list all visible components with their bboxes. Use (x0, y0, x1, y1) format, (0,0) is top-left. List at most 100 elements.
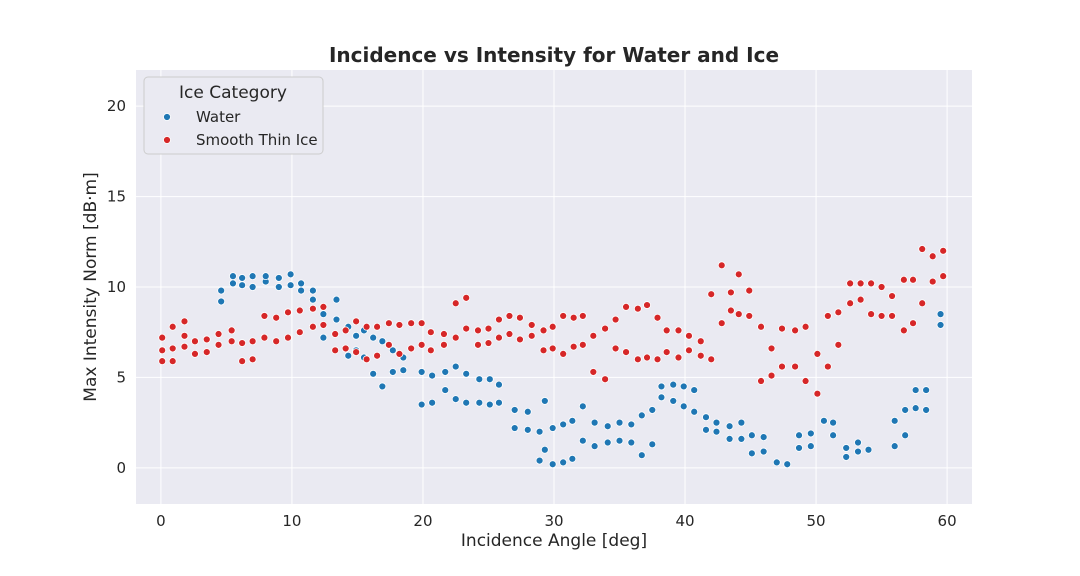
point-water (702, 425, 710, 434)
point-smooth-thin-ice (867, 279, 876, 288)
point-water (441, 386, 450, 394)
point-smooth-thin-ice (662, 348, 671, 357)
point-smooth-thin-ice (559, 312, 568, 320)
point-smooth-thin-ice (395, 321, 404, 329)
point-smooth-thin-ice (308, 322, 317, 331)
point-smooth-thin-ice (899, 275, 908, 284)
point-smooth-thin-ice (373, 322, 382, 331)
point-water (690, 407, 699, 416)
point-smooth-thin-ice (426, 346, 435, 355)
point-water (657, 382, 666, 391)
point-smooth-thin-ice (939, 272, 948, 281)
point-water (568, 416, 577, 425)
point-smooth-thin-ice (158, 333, 167, 342)
point-smooth-thin-ice (856, 279, 865, 288)
point-smooth-thin-ice (928, 252, 937, 261)
point-water (308, 295, 317, 304)
y-tick-label: 0 (116, 459, 126, 477)
point-water (248, 272, 257, 281)
legend-box (143, 76, 324, 155)
point-smooth-thin-ice (611, 344, 620, 353)
point-smooth-thin-ice (611, 315, 620, 324)
point-smooth-thin-ice (717, 319, 726, 328)
point-smooth-thin-ice (899, 326, 908, 335)
point-smooth-thin-ice (674, 353, 683, 362)
point-water (369, 369, 378, 378)
point-smooth-thin-ice (601, 375, 610, 384)
point-smooth-thin-ice (578, 340, 587, 349)
legend-title: Ice Category (179, 83, 287, 103)
point-water (274, 274, 283, 282)
point-water (451, 395, 460, 404)
point-smooth-thin-ice (440, 340, 448, 349)
point-smooth-thin-ice (662, 326, 671, 335)
point-smooth-thin-ice (734, 310, 743, 319)
grid-lines (136, 70, 972, 504)
y-axis-label: Max Intensity Norm [dB·m] (81, 172, 101, 401)
point-smooth-thin-ice (633, 304, 642, 313)
point-water (901, 406, 910, 414)
point-water (712, 418, 721, 427)
point-water (495, 380, 503, 389)
point-smooth-thin-ice (578, 312, 587, 320)
point-smooth-thin-ice (202, 348, 211, 357)
point-water (737, 434, 746, 443)
point-smooth-thin-ice (696, 337, 705, 346)
point-water (679, 402, 688, 411)
point-smooth-thin-ice (158, 346, 167, 355)
y-tick-label: 20 (107, 97, 126, 115)
point-water (648, 406, 657, 414)
point-smooth-thin-ice (745, 286, 754, 295)
point-water (388, 346, 397, 355)
point-water (495, 398, 503, 407)
point-water (669, 397, 678, 405)
point-water (510, 406, 519, 414)
point-smooth-thin-ice (888, 292, 896, 300)
legend-label-smooth-thin-ice: Smooth Thin Ice (196, 131, 318, 149)
legend: Ice Category Water Smooth Thin Ice (143, 76, 324, 155)
point-smooth-thin-ice (539, 346, 548, 355)
point-water (451, 362, 460, 371)
point-smooth-thin-ice (295, 306, 304, 315)
point-smooth-thin-ice (495, 315, 503, 324)
point-water (308, 286, 317, 295)
point-smooth-thin-ice (653, 313, 662, 322)
point-smooth-thin-ice (685, 346, 693, 355)
point-smooth-thin-ice (823, 312, 832, 320)
point-smooth-thin-ice (505, 312, 514, 320)
point-smooth-thin-ice (248, 355, 257, 364)
point-smooth-thin-ice (168, 357, 177, 366)
point-smooth-thin-ice (778, 362, 786, 371)
point-water (535, 456, 544, 465)
point-smooth-thin-ice (168, 344, 177, 353)
point-smooth-thin-ice (726, 288, 735, 297)
point-smooth-thin-ice (928, 277, 937, 286)
point-smooth-thin-ice (238, 339, 247, 347)
point-water (248, 283, 257, 291)
point-water (759, 433, 768, 441)
point-smooth-thin-ice (757, 322, 765, 331)
point-smooth-thin-ice (877, 312, 886, 320)
point-water (475, 375, 484, 384)
point-water (627, 438, 636, 447)
point-smooth-thin-ice (440, 330, 448, 338)
data-points (158, 245, 948, 469)
point-water (462, 369, 471, 378)
legend-marker-water (163, 113, 171, 121)
x-tick-label: 40 (675, 512, 694, 530)
point-water (712, 427, 721, 436)
point-smooth-thin-ice (451, 333, 460, 342)
point-water (702, 413, 710, 422)
point-water (261, 272, 270, 281)
point-smooth-thin-ice (426, 328, 435, 337)
point-smooth-thin-ice (622, 302, 630, 311)
point-smooth-thin-ice (707, 355, 716, 364)
point-smooth-thin-ice (909, 275, 917, 284)
point-smooth-thin-ice (384, 319, 393, 328)
point-water (922, 406, 931, 414)
point-water (936, 310, 945, 319)
point-smooth-thin-ice (214, 330, 223, 338)
point-smooth-thin-ice (180, 317, 189, 326)
point-water (669, 380, 678, 389)
